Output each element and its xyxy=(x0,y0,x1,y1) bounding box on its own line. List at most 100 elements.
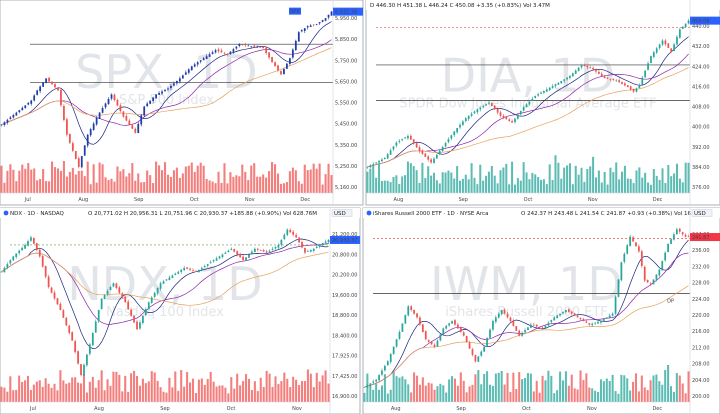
spx-candle xyxy=(277,65,279,71)
ndx-y-tick: 20,800.00 xyxy=(332,252,357,258)
spx-candle xyxy=(226,53,229,55)
spx-candle xyxy=(217,49,220,52)
spx-volume-bar xyxy=(98,162,101,193)
spx-volume-bar xyxy=(315,168,318,193)
spx-volume-bar xyxy=(18,170,21,193)
ndx-candle xyxy=(206,264,209,266)
iwm-candle xyxy=(567,309,570,312)
spx-candle xyxy=(262,46,265,49)
dia-volume-bar xyxy=(511,161,514,193)
iwm-candle xyxy=(378,375,380,381)
dia-volume-bar xyxy=(450,172,453,193)
dia-volume-bar xyxy=(375,177,378,193)
dia-volume-bar xyxy=(592,156,595,193)
iwm-volume-bar xyxy=(521,379,524,402)
ndx-volume-bar xyxy=(162,391,165,402)
iwm-y-tick: 212.00 xyxy=(692,345,710,351)
dia-candle xyxy=(522,107,525,111)
dia-volume-bar xyxy=(638,167,641,193)
ndx-candle xyxy=(171,275,174,278)
ndx-candle xyxy=(35,243,38,251)
iwm-volume-bar xyxy=(570,374,573,402)
iwm-candle xyxy=(442,328,445,335)
ndx-volume-bar xyxy=(127,391,130,402)
iwm-candle xyxy=(386,361,389,366)
dia-y-tick: 384.00 xyxy=(692,165,710,171)
spx-x-tick: Jul xyxy=(24,197,31,203)
spx-volume-bar xyxy=(62,161,65,193)
iwm-volume-bar xyxy=(486,371,489,402)
spx-y-tick: 5,750.00 xyxy=(335,58,357,64)
spx-candle xyxy=(107,99,110,105)
dia-candle xyxy=(386,154,389,159)
ndx-candle xyxy=(106,290,109,295)
iwm-volume-bar xyxy=(611,374,614,402)
ndx-candle xyxy=(301,241,303,248)
dia-candle xyxy=(430,159,432,163)
ndx-candle xyxy=(24,244,26,249)
spx-volume-bar xyxy=(205,178,208,193)
spx-candle xyxy=(315,24,318,25)
dia-candle xyxy=(375,162,377,164)
ndx-candle xyxy=(118,287,121,293)
ndx-volume-bar xyxy=(147,381,150,402)
spx-candle xyxy=(205,56,208,59)
ndx-candle xyxy=(127,301,130,310)
iwm-volume-bar xyxy=(415,375,419,402)
spx-volume-bar xyxy=(208,180,211,193)
dia-candle xyxy=(514,118,516,123)
ndx-volume-bar xyxy=(183,386,186,402)
iwm-candle xyxy=(500,310,503,315)
spx-candle xyxy=(253,45,256,47)
ndx-candle xyxy=(142,315,144,323)
dia-candle xyxy=(676,36,678,45)
spx-volume-bar xyxy=(42,169,45,193)
ndx-candle xyxy=(94,321,97,333)
iwm-candle xyxy=(687,236,690,238)
spx-volume-bar xyxy=(226,183,229,193)
dia-volume-bar xyxy=(461,178,464,193)
iwm-header: iShares Russell 2000 ETF · 1D · NYSE Arc… xyxy=(373,211,488,217)
dia-candle xyxy=(517,114,519,119)
ndx-candle xyxy=(88,344,91,354)
iwm-candle xyxy=(556,315,559,319)
dia-candle xyxy=(655,48,658,53)
spx-candle xyxy=(330,11,333,16)
ndx-volume-bar xyxy=(47,383,50,402)
dia-candle xyxy=(577,67,580,72)
ndx-candle xyxy=(309,250,312,252)
iwm-candle xyxy=(468,342,471,349)
ndx-candle xyxy=(277,244,280,248)
ndx-volume-bar xyxy=(274,376,277,402)
ndx-volume-bar xyxy=(106,379,109,402)
spx-volume-bar xyxy=(74,174,77,193)
iwm-y-tick: 228.00 xyxy=(692,281,710,287)
dia-candle xyxy=(473,111,476,114)
iwm-volume-bar xyxy=(672,391,675,402)
spx-volume-bar xyxy=(330,175,333,193)
ndx-x-tick: Aug xyxy=(94,406,104,412)
spx-candle xyxy=(39,86,42,92)
dia-y-tick: 392.00 xyxy=(692,145,710,151)
ndx-volume-bar xyxy=(303,381,306,402)
iwm-y-tick: 216.00 xyxy=(692,329,710,335)
spx-x-tick: Nov xyxy=(245,197,255,203)
iwm-volume-bar xyxy=(652,375,655,402)
spx-candle xyxy=(12,114,15,118)
spx-y-tick: 5,160.00 xyxy=(335,185,357,191)
spx-volume-bar xyxy=(199,162,202,193)
spx-candle xyxy=(36,90,39,95)
iwm-candle xyxy=(611,313,614,316)
iwm-volume-bar xyxy=(637,391,640,402)
iwm-watermark: IWM, 1D xyxy=(430,257,623,311)
dia-candle xyxy=(508,119,511,121)
ndx-candle xyxy=(109,287,112,291)
ndx-volume-bar xyxy=(233,388,236,402)
iwm-watermark-sub: iShares Russell 2000 ETF xyxy=(445,305,607,320)
dia-volume-bar xyxy=(496,183,499,193)
iwm-x-tick: Nov xyxy=(587,406,597,412)
spx-badge: SPX xyxy=(290,9,300,15)
iwm-candle xyxy=(667,244,669,253)
ndx-candle xyxy=(203,266,206,268)
ndx-candle xyxy=(77,351,79,364)
